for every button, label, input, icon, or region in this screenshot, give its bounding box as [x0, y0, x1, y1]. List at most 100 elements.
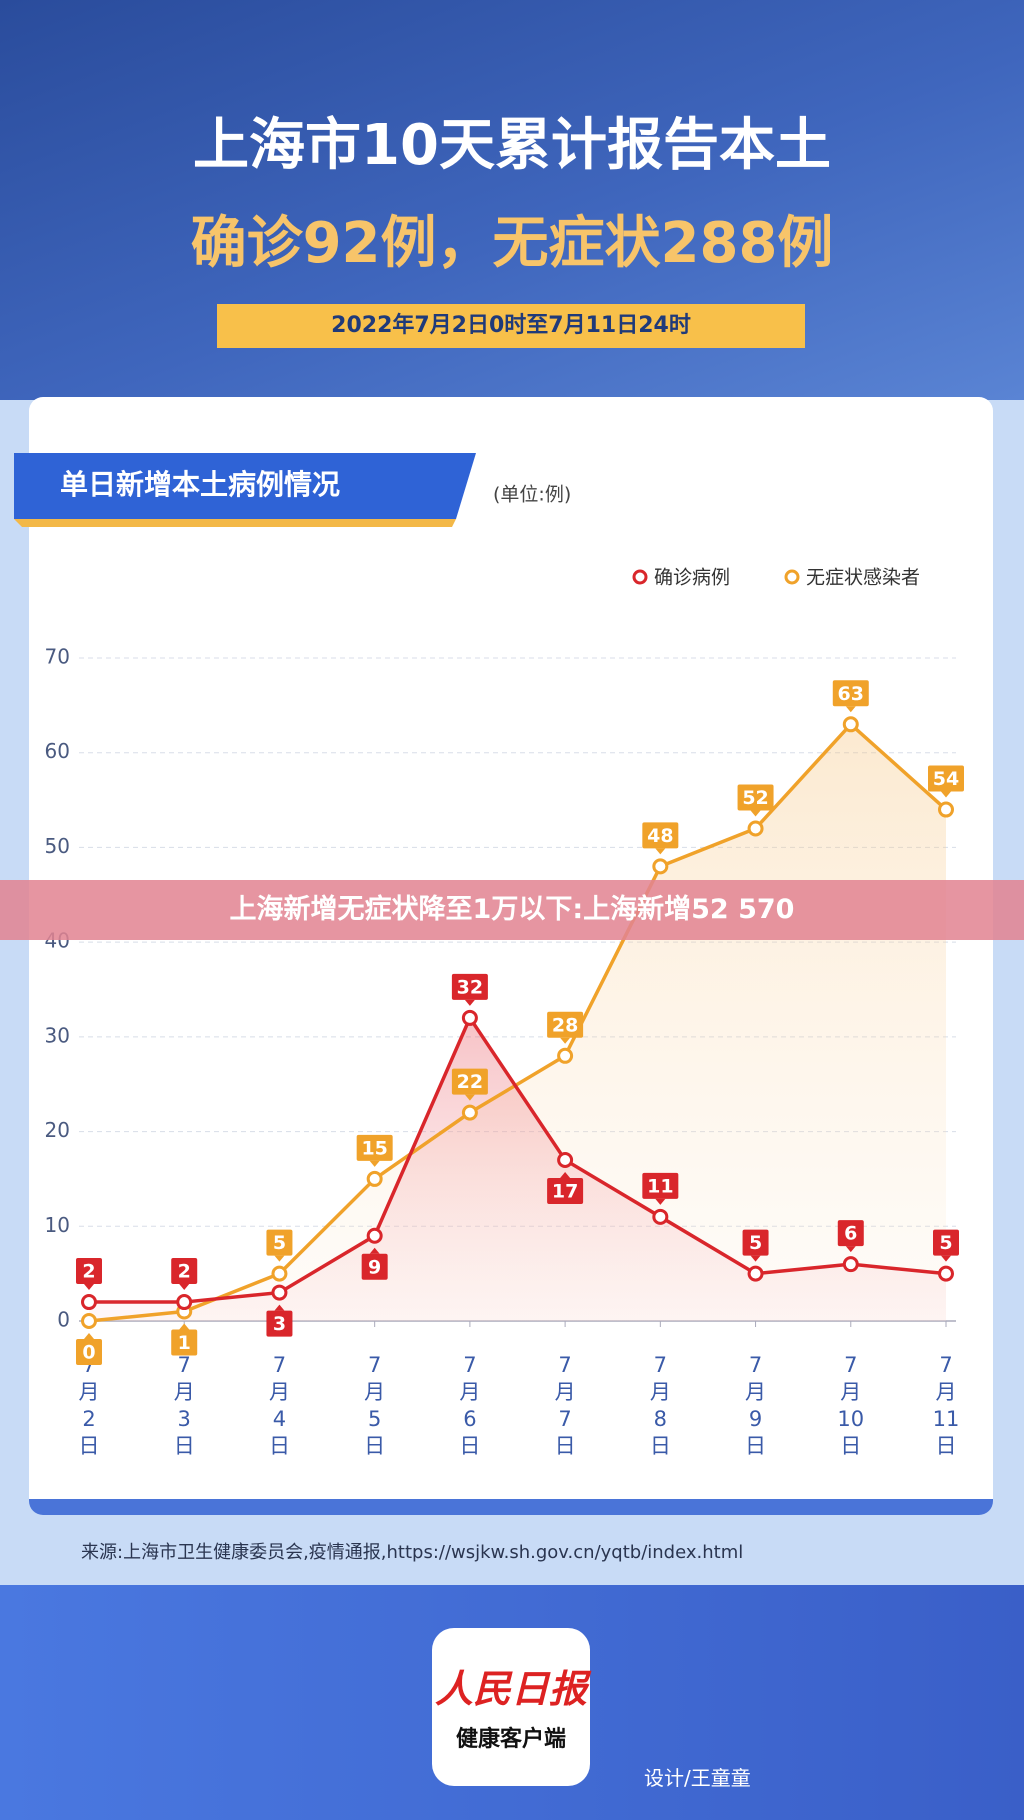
legend-label: 确诊病例 — [654, 567, 730, 589]
value-label-box — [361, 1253, 388, 1280]
chart-title: 单日新增本土病例情况 — [60, 468, 340, 501]
point-marker — [81, 1294, 97, 1311]
value-label-pointer — [845, 706, 856, 713]
value-label-pointer — [274, 1255, 285, 1262]
value-label: 63 — [838, 683, 864, 705]
point-marker — [366, 1227, 383, 1244]
value-label-pointer — [560, 1037, 571, 1044]
unit-note: (单位:例) — [493, 484, 571, 506]
value-label-box — [837, 1220, 864, 1247]
point-marker — [461, 1104, 478, 1121]
point-marker — [842, 716, 859, 733]
y-tick-label: 30 — [45, 1023, 70, 1047]
value-label-pointer — [84, 1284, 94, 1291]
point-marker — [176, 1294, 193, 1311]
x-tick-label: 7 月 11 日 — [933, 1353, 960, 1458]
value-label-pointer — [941, 1255, 951, 1262]
point-marker — [652, 858, 669, 875]
value-label-box — [76, 1339, 102, 1365]
header-title: 上海市10天累计报告本土 — [193, 113, 831, 178]
overlay-caption: 上海新增无症状降至1万以下:上海新增52 570 — [0, 880, 1024, 940]
value-label: 48 — [647, 825, 673, 847]
value-label-box — [642, 822, 679, 849]
series-line — [88, 721, 948, 1323]
value-label-box — [547, 1011, 584, 1038]
value-label-box — [737, 784, 774, 811]
value-label-box — [356, 1134, 393, 1161]
value-label-box — [742, 1229, 769, 1256]
value-label: 5 — [273, 1232, 286, 1254]
series-line — [89, 1014, 947, 1304]
value-label-box — [642, 1172, 679, 1199]
section-tag-accent — [14, 519, 456, 527]
legend-marker — [784, 569, 800, 585]
value-label-pointer — [941, 791, 951, 798]
value-label: 32 — [457, 976, 483, 998]
point-marker — [938, 801, 954, 818]
value-label: 54 — [933, 768, 959, 790]
value-label-pointer — [750, 810, 761, 817]
y-tick-label: 60 — [45, 739, 70, 763]
y-tick-label: 20 — [45, 1118, 70, 1142]
point-marker — [557, 1151, 574, 1168]
value-label-pointer — [655, 1198, 666, 1205]
value-label-pointer — [179, 1323, 190, 1330]
value-label-pointer — [369, 1247, 380, 1254]
value-label-pointer — [84, 1333, 94, 1339]
x-tick-label: 7月2日 — [79, 1353, 100, 1458]
date-range: 2022年7月2日0时至7月11日24时 — [217, 304, 805, 348]
point-marker — [747, 1265, 764, 1282]
point-marker — [557, 1047, 574, 1064]
value-label: 28 — [552, 1014, 578, 1036]
point-marker — [938, 1265, 954, 1282]
value-label: 6 — [844, 1223, 857, 1245]
value-label-box — [832, 680, 869, 707]
y-tick-label: 50 — [45, 834, 70, 858]
header-subtitle: 确诊92例，无症状288例 — [190, 211, 834, 276]
series-area — [89, 724, 946, 1321]
point-marker — [652, 1208, 669, 1225]
value-label-box — [171, 1329, 198, 1356]
value-label-pointer — [655, 848, 666, 855]
value-label: 22 — [457, 1071, 483, 1093]
value-label: 52 — [742, 787, 768, 809]
point-marker — [271, 1284, 288, 1301]
value-label-box — [451, 973, 488, 1000]
value-label: 9 — [368, 1256, 381, 1278]
value-label-box — [451, 1068, 488, 1095]
logo-name: 人民日报 — [434, 1666, 587, 1711]
y-tick-label: 70 — [45, 645, 70, 669]
logo: 人民日报 健康客户端 — [432, 1628, 590, 1786]
value-label: 2 — [82, 1261, 95, 1283]
value-label: 17 — [552, 1180, 578, 1202]
value-label-box — [933, 1229, 959, 1256]
value-label-pointer — [179, 1284, 190, 1291]
value-label: 2 — [178, 1261, 191, 1283]
value-label-pointer — [464, 999, 475, 1006]
value-label: 15 — [361, 1137, 387, 1159]
value-label-box — [547, 1177, 584, 1204]
section-tag — [14, 453, 476, 519]
value-label-box — [171, 1258, 198, 1285]
x-tick-label: 7 月 10 日 — [837, 1353, 864, 1458]
value-label: 5 — [749, 1232, 762, 1254]
point-marker — [366, 1170, 383, 1187]
value-label: 5 — [939, 1232, 952, 1254]
value-label-box — [928, 765, 964, 792]
point-marker — [461, 1009, 478, 1026]
value-label-pointer — [464, 1094, 475, 1101]
value-label-box — [76, 1258, 102, 1285]
value-label-box — [266, 1229, 293, 1256]
value-label: 0 — [82, 1342, 95, 1364]
series-area — [89, 1017, 946, 1321]
y-tick-label: 0 — [57, 1308, 70, 1332]
y-tick-label: 10 — [45, 1213, 70, 1237]
